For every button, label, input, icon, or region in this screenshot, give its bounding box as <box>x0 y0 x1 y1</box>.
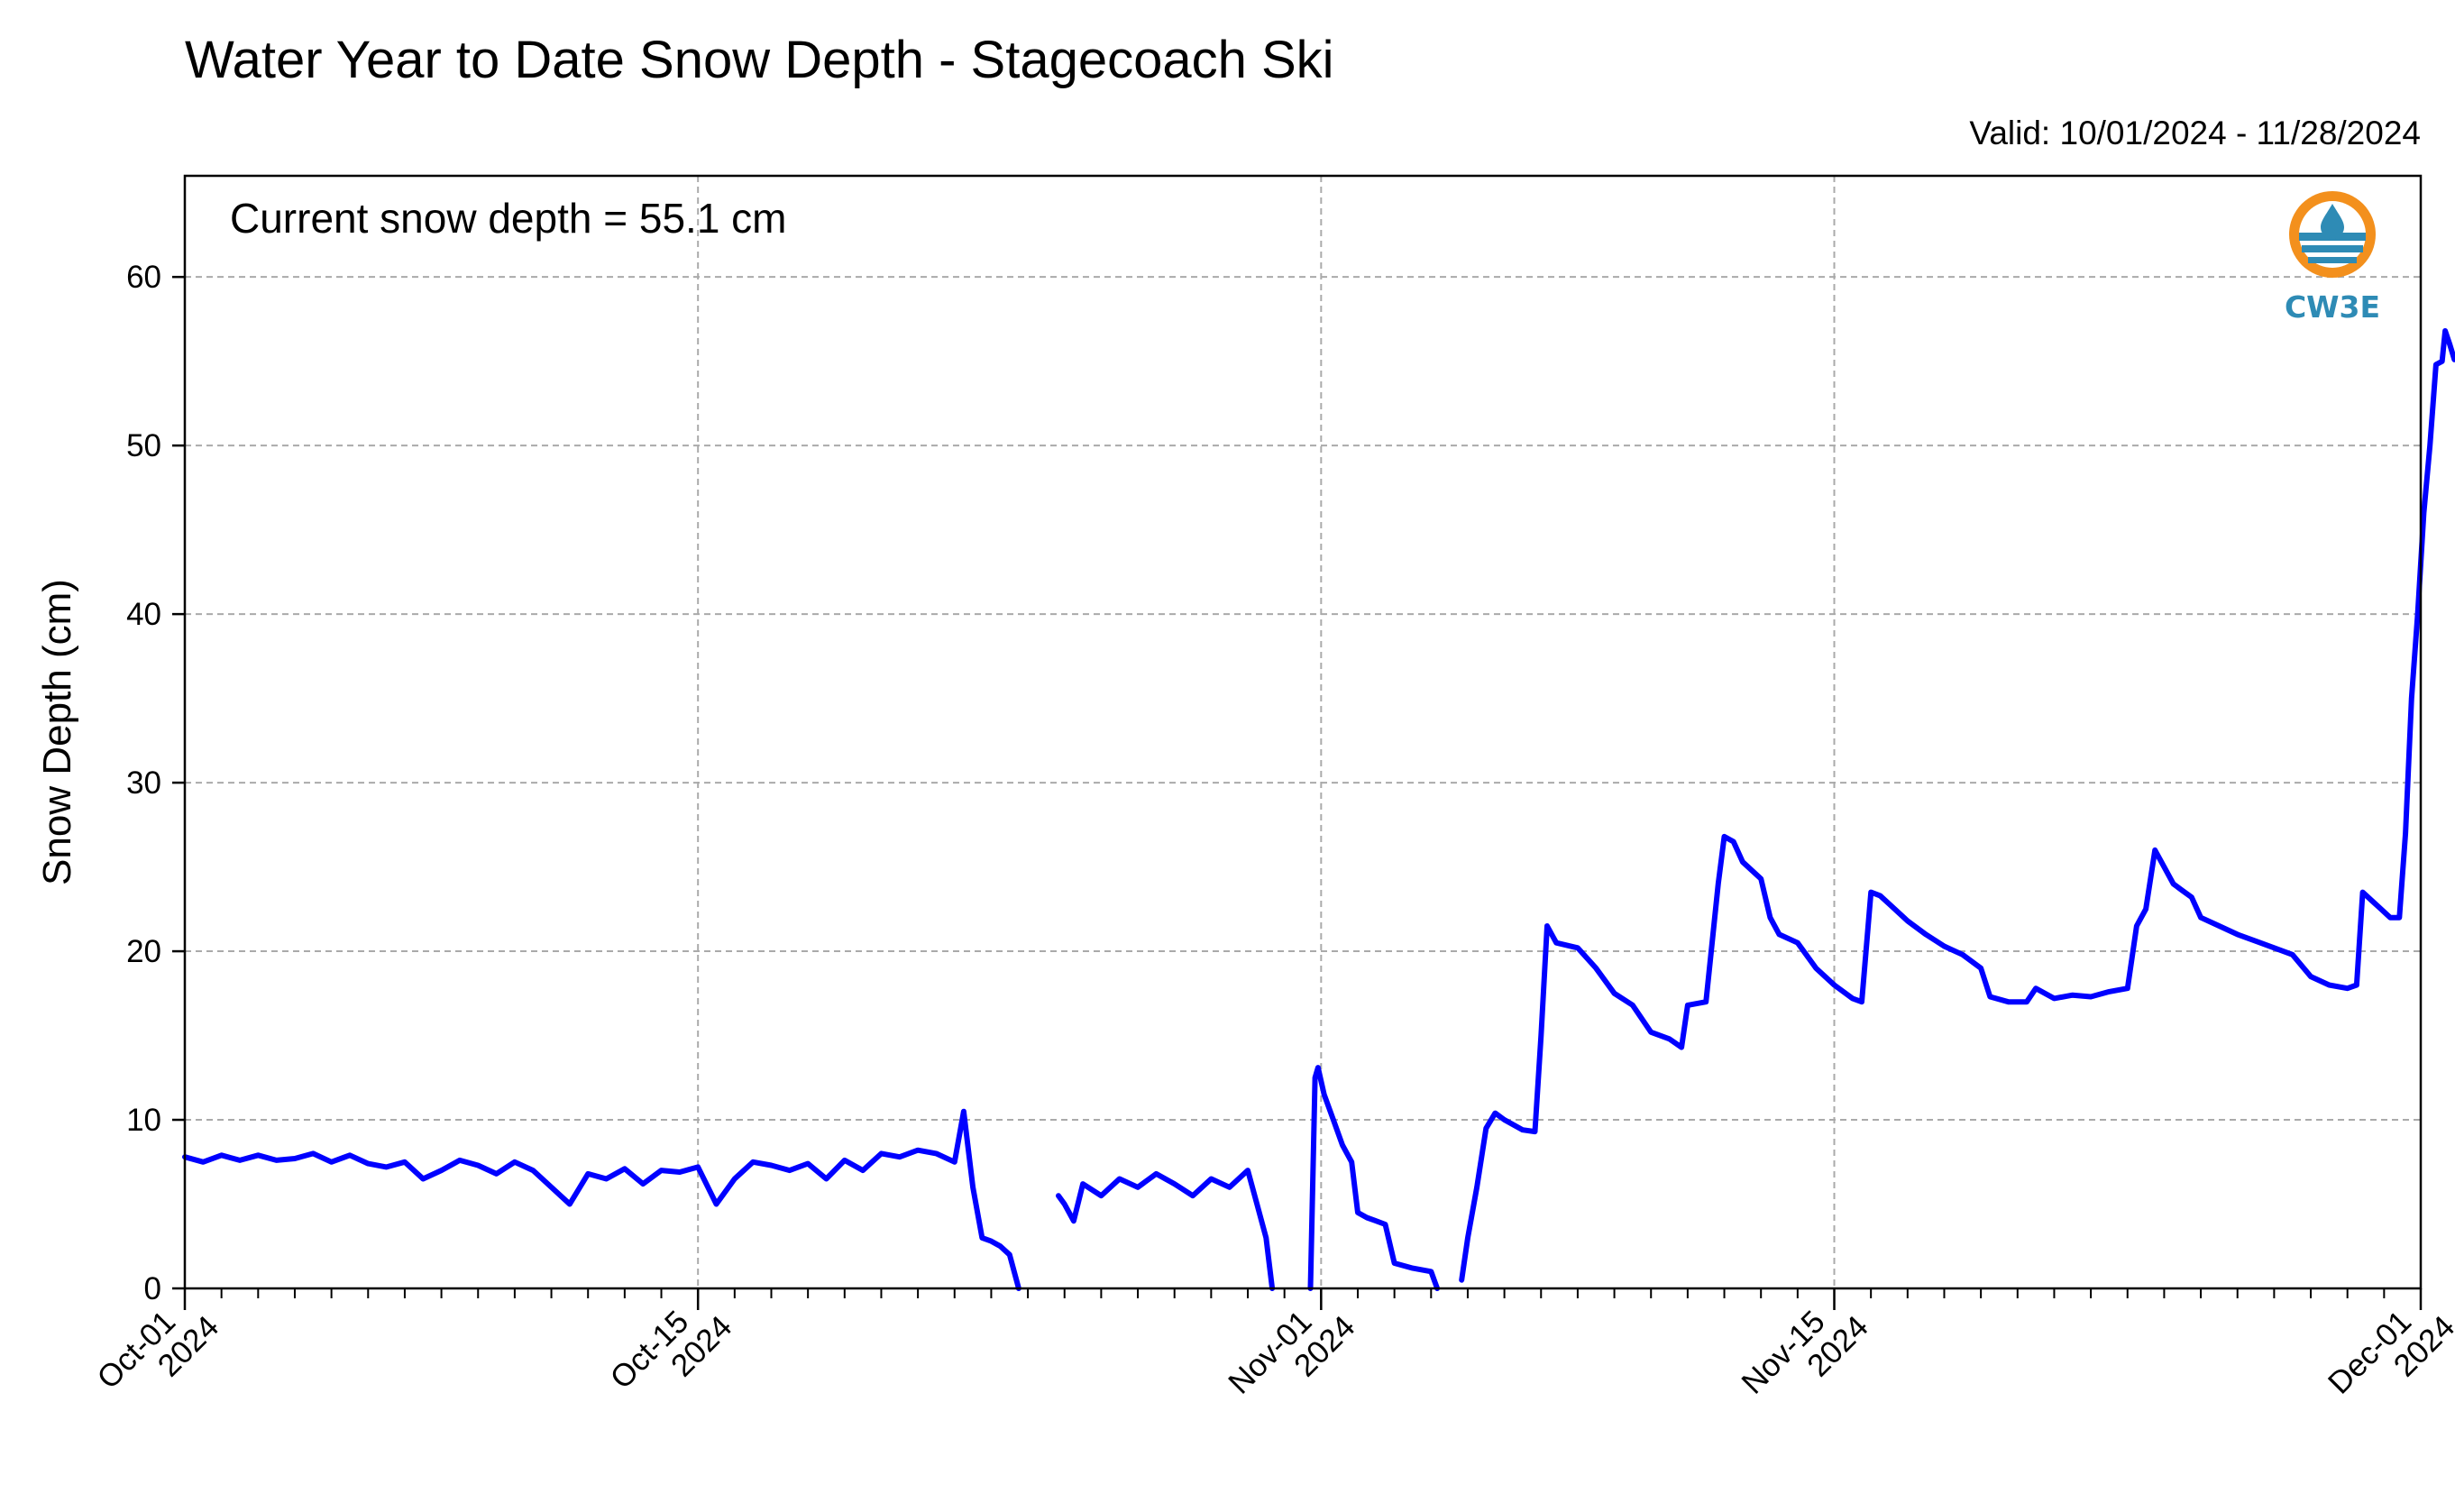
y-axis-label: Snow Depth (cm) <box>35 579 79 885</box>
y-tick-label: 40 <box>126 597 161 632</box>
y-tick-label: 50 <box>126 428 161 463</box>
current-depth-annotation: Current snow depth = 55.1 cm <box>230 195 787 242</box>
y-tick-label: 60 <box>126 260 161 295</box>
snow-depth-line <box>1056 1168 1276 1291</box>
logo-wave <box>2302 245 2363 252</box>
logo-wave <box>2308 257 2357 263</box>
cw3e-logo: CW3E <box>2285 191 2380 325</box>
y-axis: 0 10 20 30 40 50 60 <box>126 260 185 1306</box>
y-tick-label: 0 <box>144 1271 161 1306</box>
chart-title: Water Year to Date Snow Depth - Stagecoa… <box>185 31 1334 89</box>
snow-depth-series <box>182 328 2455 1291</box>
snow-depth-line <box>1307 1065 1441 1291</box>
snow-depth-line <box>1459 328 2455 1283</box>
logo-wordmark: CW3E <box>2285 289 2380 325</box>
plot-frame <box>183 174 2423 1290</box>
water-drop-icon <box>2321 204 2344 239</box>
y-tick-label: 30 <box>126 765 161 801</box>
snow-depth-line <box>182 1108 1021 1291</box>
y-tick-label: 10 <box>126 1103 161 1138</box>
grid <box>185 176 2421 1288</box>
y-tick-label: 20 <box>126 934 161 969</box>
chart-subtitle: Valid: 10/01/2024 - 11/28/2024 <box>1969 115 2421 151</box>
